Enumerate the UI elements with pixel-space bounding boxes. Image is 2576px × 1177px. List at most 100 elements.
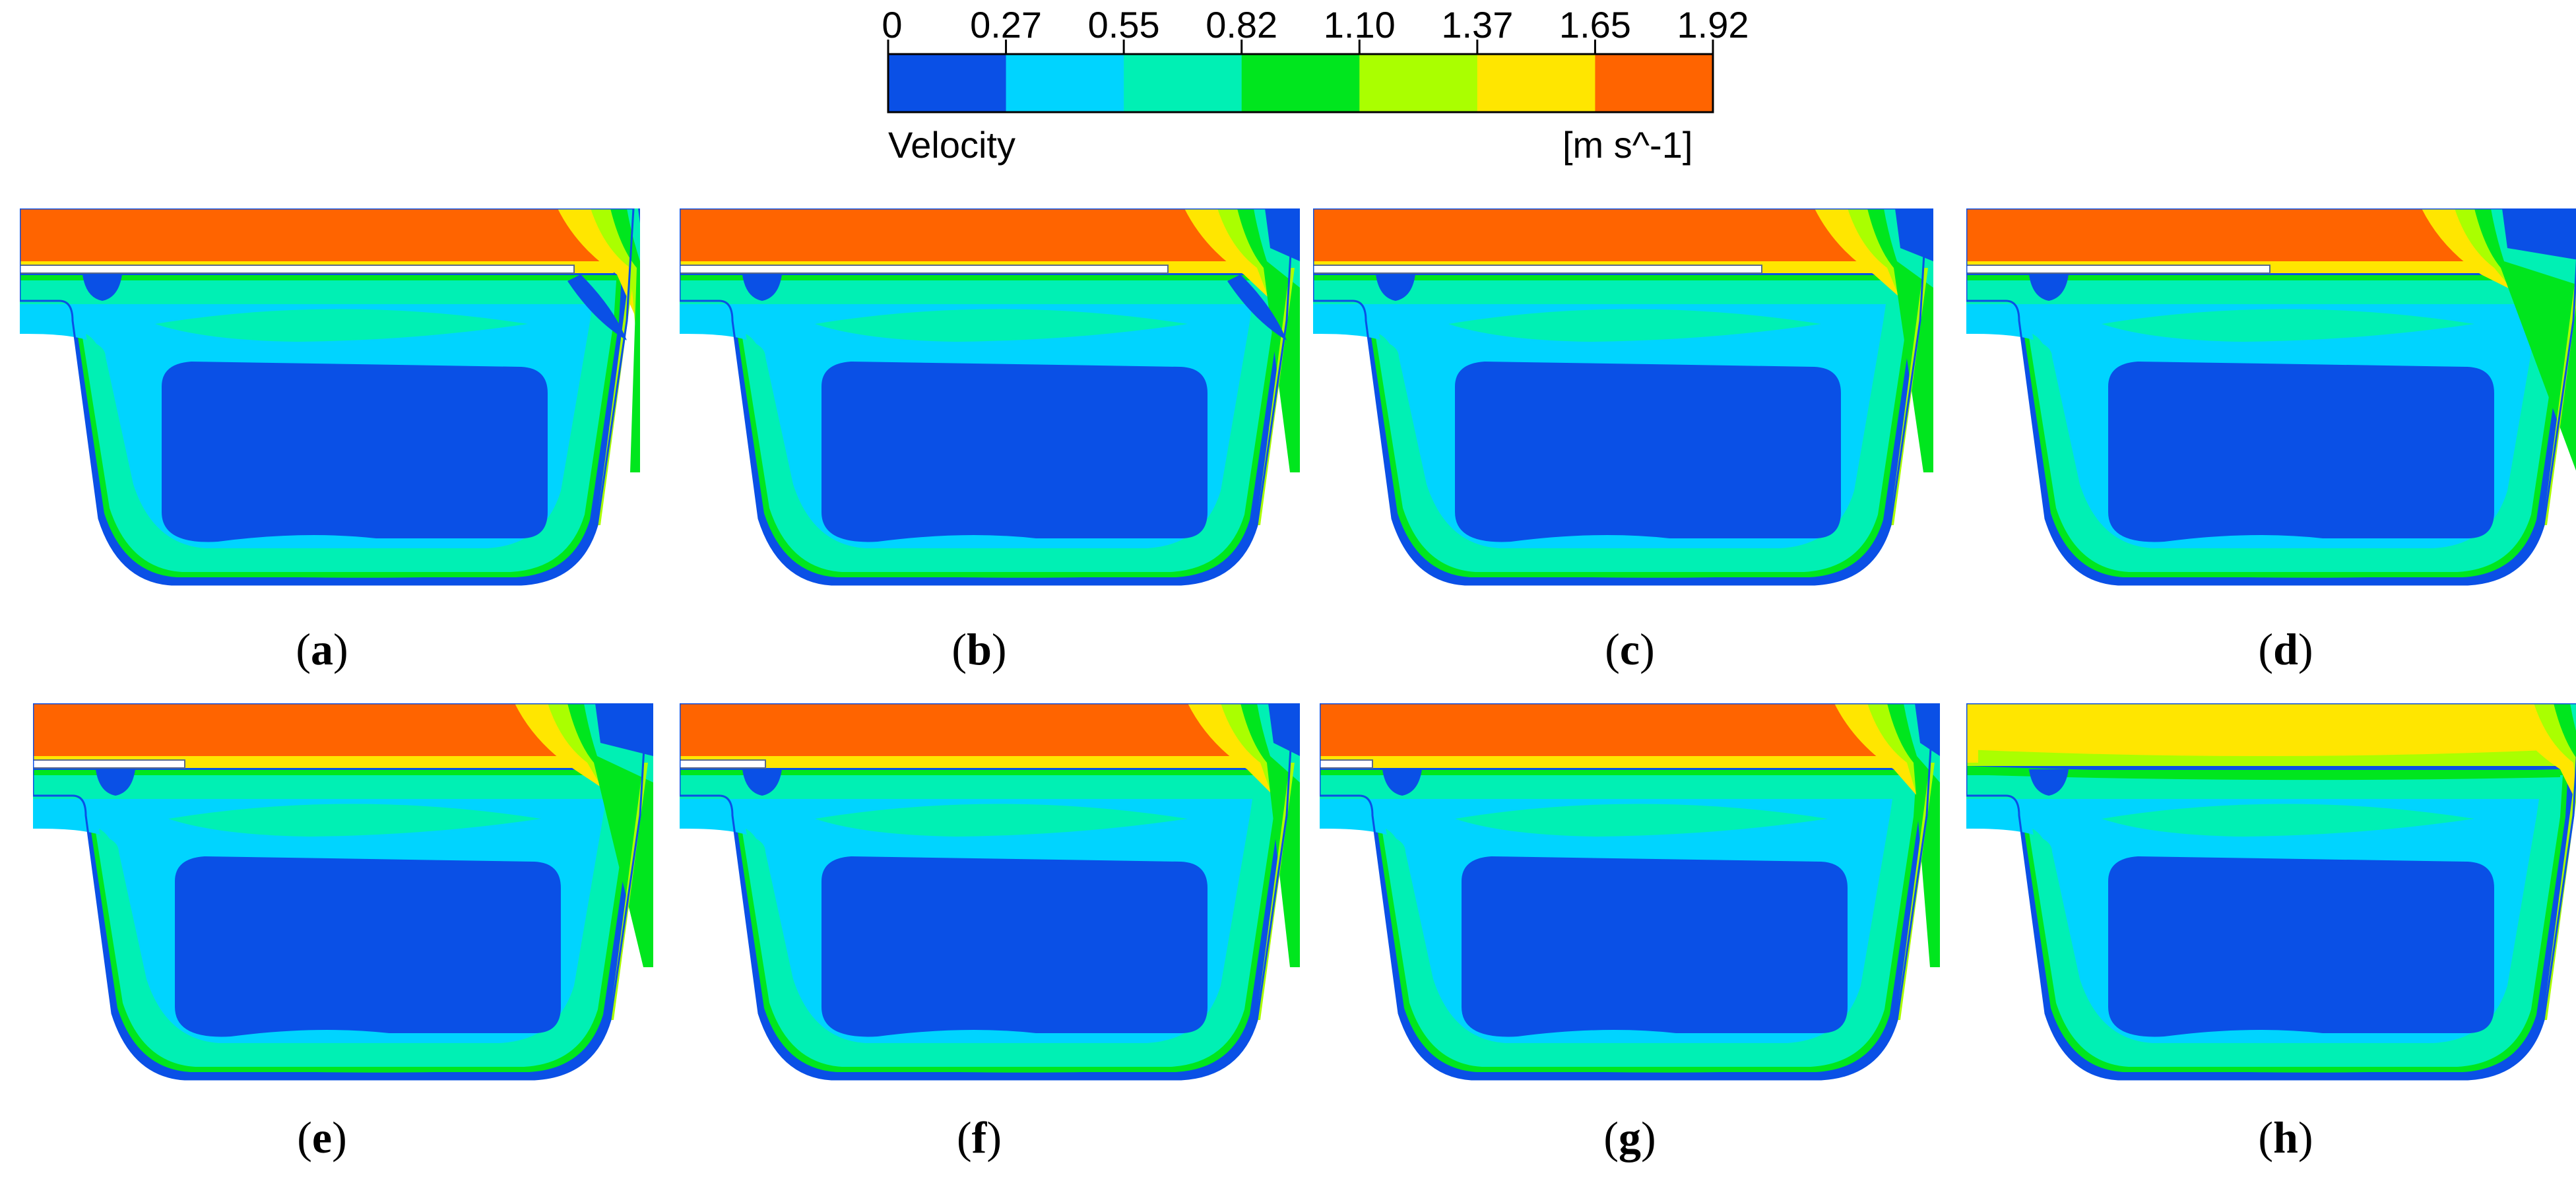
- jet-shear-layer: [1966, 766, 2560, 780]
- panel-label: (c): [1605, 627, 1655, 672]
- left-side-streak: [746, 829, 771, 921]
- panel-label: (a): [296, 627, 348, 672]
- contour-panel-e: [33, 703, 653, 1081]
- panel-label-paren: ): [986, 1112, 1002, 1162]
- upper-velocity-lens: [815, 309, 1188, 342]
- colorbar-tick-label: 1.37: [1441, 4, 1514, 46]
- colorbar-tick-label: 0.27: [970, 4, 1043, 46]
- colorbar-band-1: [1006, 54, 1124, 112]
- left-side-streak: [1386, 829, 1411, 921]
- colorbar-tick-label: 1.92: [1677, 4, 1749, 46]
- corner-vortex: [567, 274, 627, 340]
- recirculation-core: [162, 362, 548, 542]
- left-side-streak: [86, 334, 111, 426]
- colorbar-tick-label: 0: [882, 4, 903, 46]
- baffle-plate: [33, 759, 185, 769]
- corner-stagnation-zone: [1915, 703, 1940, 756]
- upper-velocity-lens: [155, 309, 528, 342]
- panel-label-paren: ): [1641, 1112, 1656, 1162]
- inlet-vortex: [742, 769, 782, 796]
- tank-outline: [1313, 208, 1928, 586]
- tank-outline: [1966, 208, 2576, 586]
- panel-label: (f): [957, 1115, 1002, 1160]
- panel-label-letter: e: [311, 1112, 333, 1162]
- bottom-green-streak: [1537, 1067, 1782, 1073]
- jet-lower-edge: [680, 756, 1273, 768]
- colorbar-frame: [887, 53, 1714, 113]
- panel-label-paren: (: [297, 1112, 312, 1162]
- panel-label-paren: ): [2298, 1112, 2313, 1162]
- panel-label-paren: ): [1640, 624, 1655, 674]
- recirculation-core: [2108, 362, 2494, 542]
- jet-lower-edge: [1966, 749, 2560, 766]
- inlet-vortex: [1382, 769, 1422, 796]
- panel-label: (b): [951, 627, 1006, 672]
- colorbar-band-6: [1595, 54, 1714, 112]
- contour-panel-a: [20, 208, 640, 586]
- panel-label-paren: ): [332, 1112, 347, 1162]
- corner-aqua-zone: [2570, 703, 2576, 731]
- recirculation-core: [175, 856, 561, 1037]
- inlet-vortex: [82, 274, 122, 301]
- inlet-vortex: [1376, 274, 1415, 301]
- left-side-streak: [746, 334, 771, 426]
- contour-panel-b: [680, 208, 1300, 586]
- panel-label-letter: g: [1619, 1112, 1641, 1162]
- colorbar-band-4: [1359, 54, 1478, 112]
- baffle-plate: [20, 265, 575, 274]
- velocity-contour-plot: [1966, 703, 2576, 1081]
- baffle-plate: [1320, 759, 1373, 769]
- panel-label-letter: a: [311, 624, 333, 674]
- tank-outline: [33, 703, 648, 1081]
- colorbar-tick-label: 1.10: [1323, 4, 1396, 46]
- recirculation-core: [821, 362, 1208, 542]
- panel-label-paren: ): [333, 624, 348, 674]
- colorbar-tick-label: 0.55: [1087, 4, 1160, 46]
- panel-label-letter: c: [1619, 624, 1640, 674]
- tank-outline: [1320, 703, 1935, 1081]
- colorbar-graphic: [887, 40, 1714, 113]
- velocity-contour-plot: [1966, 208, 2576, 586]
- contour-panel-c: [1313, 208, 1933, 586]
- left-side-streak: [2032, 334, 2057, 426]
- colorbar-tick-label: 0.82: [1206, 4, 1278, 46]
- corner-aqua-zone: [627, 208, 640, 288]
- contour-panel-h: [1966, 703, 2576, 1081]
- bottom-green-streak: [2184, 1067, 2428, 1073]
- upper-velocity-lens: [2102, 804, 2474, 837]
- panel-label-paren: (: [2258, 624, 2274, 674]
- baffle-plate: [680, 759, 766, 769]
- recirculation-core: [1455, 362, 1841, 542]
- velocity-contour-plot: [680, 208, 1300, 586]
- upper-velocity-lens: [1455, 804, 1828, 837]
- panel-label-paren: (: [2258, 1112, 2274, 1162]
- colorbar-title: Velocity: [888, 124, 1015, 166]
- velocity-contour-plot: [680, 703, 1300, 1081]
- jet-inlet-edge: [1966, 703, 1978, 763]
- upper-velocity-lens: [1448, 309, 1821, 342]
- panel-label-paren: ): [991, 624, 1007, 674]
- left-side-streak: [1379, 334, 1404, 426]
- inlet-jet-band: [680, 703, 1293, 763]
- velocity-contour-plot: [1313, 208, 1933, 586]
- recirculation-core: [2108, 856, 2494, 1037]
- bottom-green-streak: [897, 1067, 1142, 1073]
- colorbar-band-3: [1241, 54, 1360, 112]
- inlet-vortex: [2029, 274, 2069, 301]
- colorbar-tick-label: 1.65: [1559, 4, 1631, 46]
- jet-lower-edge: [1320, 756, 1914, 768]
- tank-outline: [680, 208, 1295, 586]
- panel-label: (g): [1603, 1115, 1656, 1160]
- baffle-plate: [1966, 265, 2270, 274]
- tank-outline: [20, 208, 635, 586]
- left-side-streak: [99, 829, 124, 921]
- panel-label-paren: (: [951, 624, 967, 674]
- colorbar-band-0: [888, 54, 1007, 112]
- left-side-streak: [2032, 829, 2057, 921]
- inlet-jet-band: [1320, 703, 1933, 763]
- panel-label-letter: f: [971, 1112, 987, 1162]
- corner-stagnation-zone: [595, 703, 653, 756]
- velocity-contour-plot: [33, 703, 653, 1081]
- baffle-plate: [1313, 265, 1762, 274]
- baffle-plate: [680, 265, 1169, 274]
